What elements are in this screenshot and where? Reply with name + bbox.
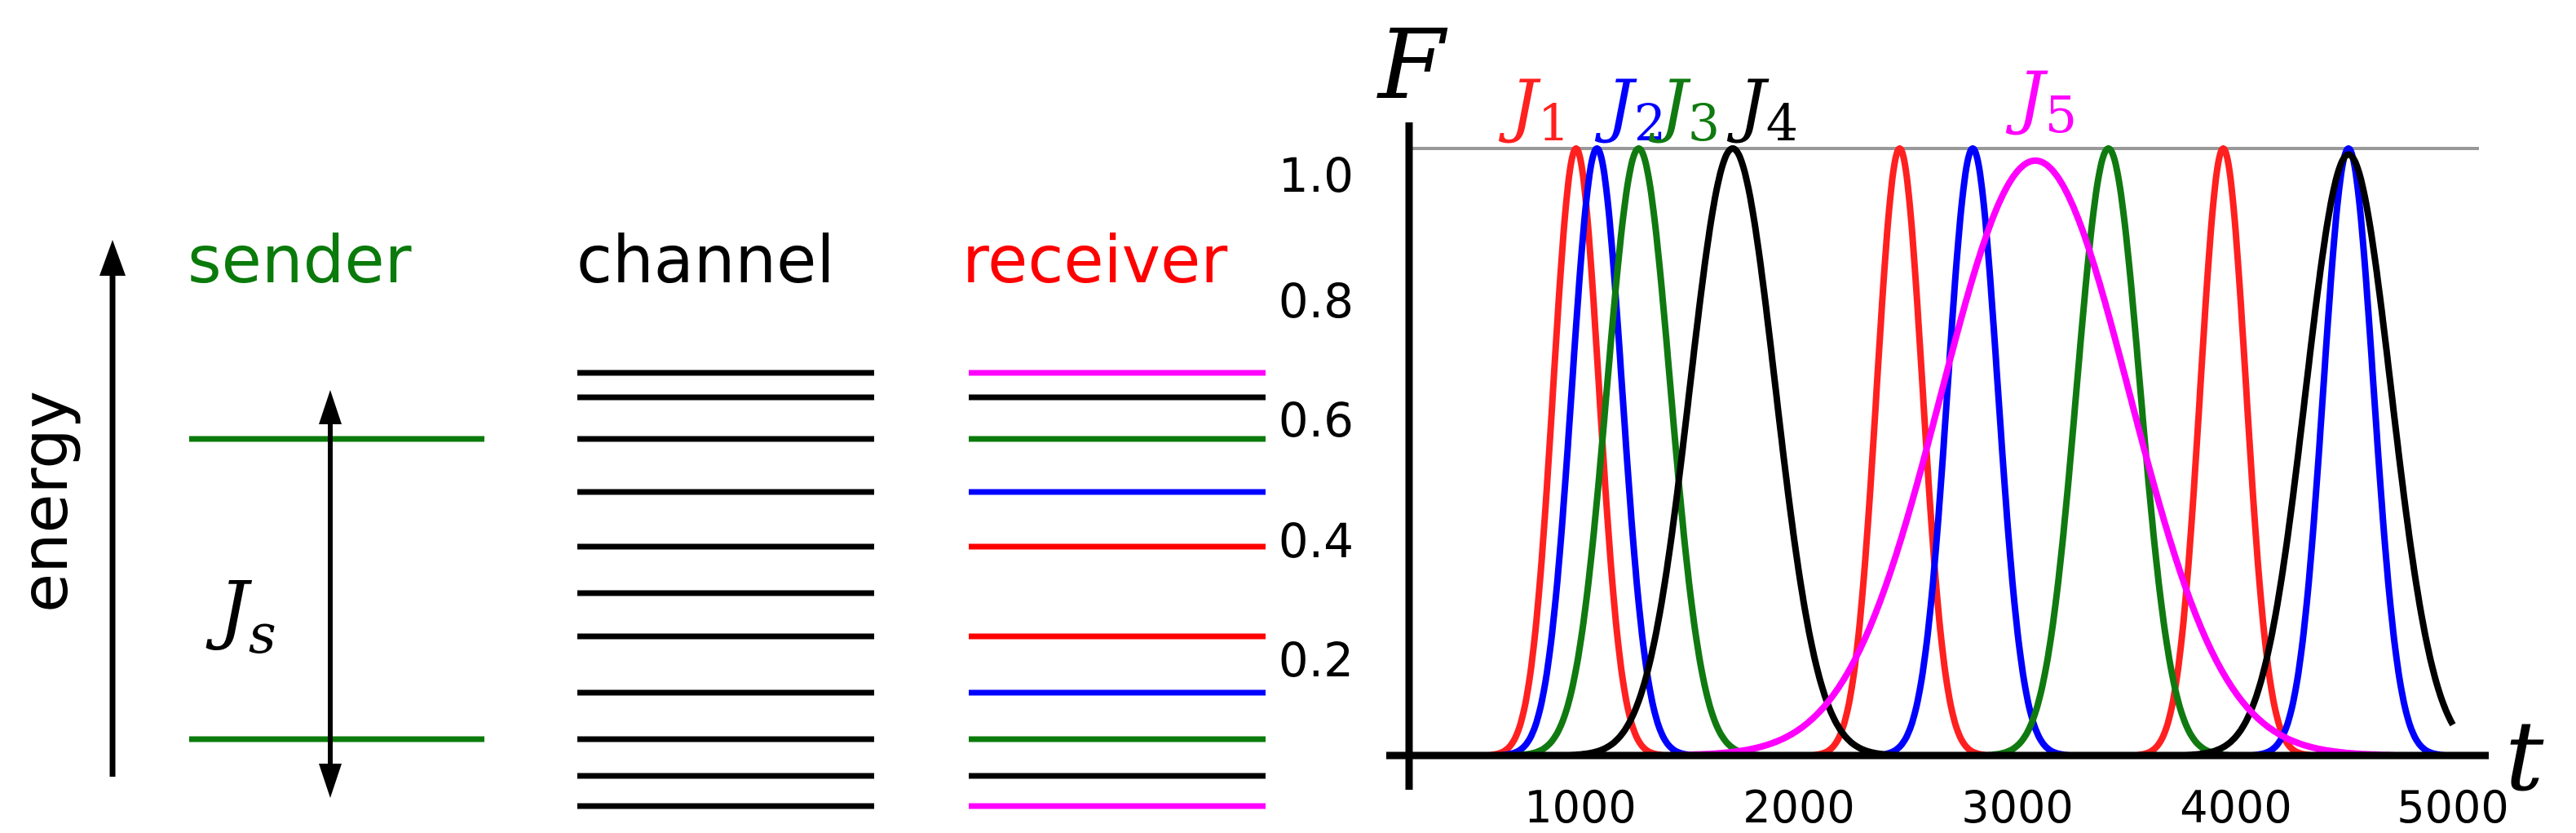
series-line-j2 <box>1407 145 2455 759</box>
x-tick-label: 5000 <box>2397 782 2508 833</box>
y-tick-label: 0.2 <box>1279 632 1354 688</box>
y-axis-label: F <box>1376 8 1448 121</box>
y-tick-label: 1.0 <box>1279 148 1354 203</box>
chart-curves <box>1407 145 2456 759</box>
channel-label: channel <box>577 222 835 298</box>
series-label-j4: J4 <box>1726 65 1798 153</box>
series-label-j5: J5 <box>2005 57 2077 144</box>
y-tick-label: 0.6 <box>1279 392 1354 448</box>
y-tick-label: 0.4 <box>1279 513 1354 569</box>
x-tick-label: 4000 <box>2180 782 2291 833</box>
coupling-label: Js <box>205 565 276 666</box>
sender-label: sender <box>188 222 412 298</box>
y-tick-labels: 0.2 0.4 0.6 0.8 1.0 <box>1279 148 1354 688</box>
fidelity-chart: F t 0.2 0.4 0.6 0.8 1.0 1000 2000 3000 4… <box>1279 8 2544 833</box>
channel-levels <box>577 370 874 809</box>
series-line-j1 <box>1407 145 2455 759</box>
series-labels: J1 J2 J3 J4 J5 <box>1498 57 2077 153</box>
series-label-j2: J2 <box>1594 65 1666 153</box>
x-tick-label: 3000 <box>1961 782 2073 833</box>
coupling-arrowhead-top <box>319 390 342 424</box>
x-tick-label: 1000 <box>1524 782 1636 833</box>
energy-diagram: energy sender channel receiver Js <box>9 222 1266 809</box>
x-tick-labels: 1000 2000 3000 4000 5000 <box>1524 782 2508 833</box>
receiver-label: receiver <box>962 222 1227 298</box>
y-tick-label: 0.8 <box>1279 273 1354 329</box>
receiver-levels <box>969 370 1266 809</box>
energy-axis-arrowhead <box>99 240 126 276</box>
coupling-arrowhead-bottom <box>319 764 342 798</box>
x-tick-label: 2000 <box>1743 782 1854 833</box>
series-label-j1: J1 <box>1498 65 1570 153</box>
energy-axis-label: energy <box>9 391 82 613</box>
x-axis-label: t <box>2505 700 2544 813</box>
